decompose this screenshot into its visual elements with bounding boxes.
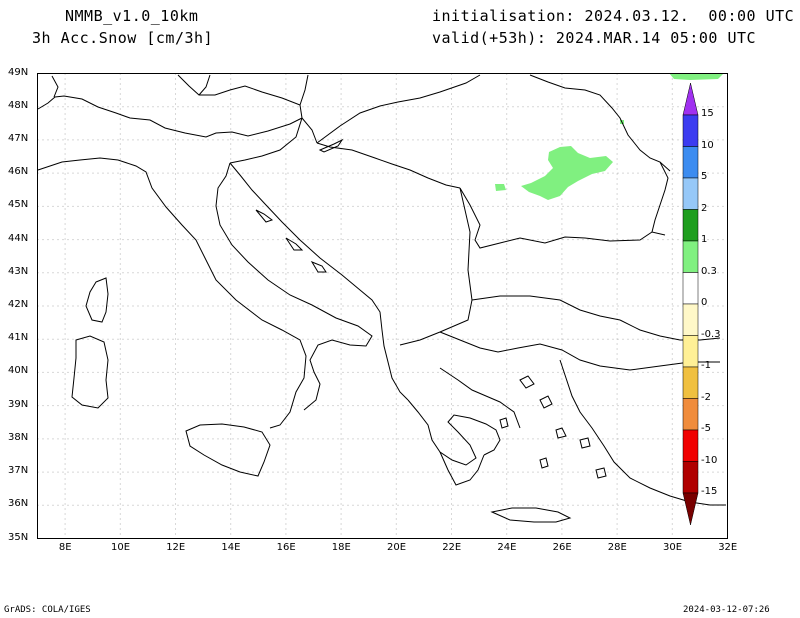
lat-label: 40N — [8, 365, 29, 377]
lat-label: 41N — [8, 332, 29, 344]
lon-label: 10E — [111, 542, 131, 553]
lat-label: 42N — [8, 299, 29, 310]
colorbar-bottom-arrow — [682, 492, 699, 526]
lat-label: 49N — [8, 66, 29, 78]
lat-label: 47N — [8, 132, 29, 144]
legend-label: -0.3 — [701, 328, 721, 340]
colorbar-segment — [682, 461, 699, 494]
lon-label: 24E — [497, 542, 517, 553]
lat-label: 36N — [8, 498, 29, 510]
lon-label: 22E — [442, 542, 462, 553]
lon-label: 18E — [331, 542, 351, 553]
lat-label: 44N — [8, 232, 29, 244]
colorbar-segment — [682, 398, 699, 431]
colorbar-top-arrow — [682, 82, 699, 116]
lat-label: 48N — [8, 99, 29, 111]
colorbar-segment — [682, 209, 699, 242]
lon-label: 26E — [552, 542, 572, 553]
footer-credit: GrADS: COLA/IGES — [4, 605, 91, 615]
lon-label: 30E — [663, 542, 683, 553]
lat-label: 46N — [8, 166, 29, 178]
legend-label: 0.3 — [701, 265, 717, 277]
lon-label: 32E — [718, 542, 738, 553]
legend-label: 10 — [701, 139, 714, 151]
lon-label: 14E — [221, 542, 241, 553]
lat-label: 35N — [8, 531, 29, 543]
colorbar-segment — [682, 429, 699, 462]
legend-label: -5 — [701, 423, 711, 434]
lat-label: 45N — [8, 199, 29, 211]
legend-label: 5 — [701, 171, 708, 182]
colorbar-segment — [682, 240, 699, 273]
colorbar-segment — [682, 335, 699, 368]
snow-field-small — [495, 184, 506, 191]
lon-label: 20E — [387, 542, 407, 553]
lat-label: 37N — [8, 465, 29, 477]
model-title: NMMB_v1.0_10km — [65, 7, 199, 25]
lat-label: 39N — [8, 398, 29, 410]
lat-label: 38N — [8, 431, 29, 443]
lon-label: 28E — [607, 542, 627, 553]
footer-timestamp: 2024-03-12-07:26 — [683, 605, 770, 615]
variable-title: 3h Acc.Snow [cm/3h] — [32, 29, 214, 47]
colorbar — [682, 82, 699, 526]
lon-label: 8E — [58, 542, 72, 553]
coastlines — [37, 74, 726, 523]
legend-label: 1 — [701, 234, 708, 245]
colorbar-segment — [682, 114, 699, 147]
legend-label: -10 — [701, 454, 718, 466]
gridlines — [37, 73, 728, 539]
map-frame — [37, 73, 728, 539]
legend-label: -1 — [701, 360, 711, 371]
legend-label: 15 — [701, 108, 714, 119]
init-time: initialisation: 2024.03.12. 00:00 UTC — [432, 7, 795, 25]
legend-label: -15 — [701, 486, 718, 497]
valid-time: valid(+53h): 2024.MAR.14 05:00 UTC — [432, 29, 757, 47]
lon-label: 12E — [166, 542, 186, 553]
snow-field-romania — [521, 146, 613, 200]
colorbar-segment — [682, 366, 699, 399]
lon-label: 16E — [276, 542, 296, 553]
colorbar-segment — [682, 177, 699, 210]
snow-field-north — [669, 73, 724, 80]
colorbar-segment — [682, 303, 699, 336]
legend-label: 2 — [701, 202, 708, 214]
legend-label: 0 — [701, 297, 708, 308]
colorbar-segment — [682, 146, 699, 179]
legend-label: -2 — [701, 391, 711, 403]
lat-label: 43N — [8, 265, 29, 277]
colorbar-segment — [682, 272, 699, 305]
